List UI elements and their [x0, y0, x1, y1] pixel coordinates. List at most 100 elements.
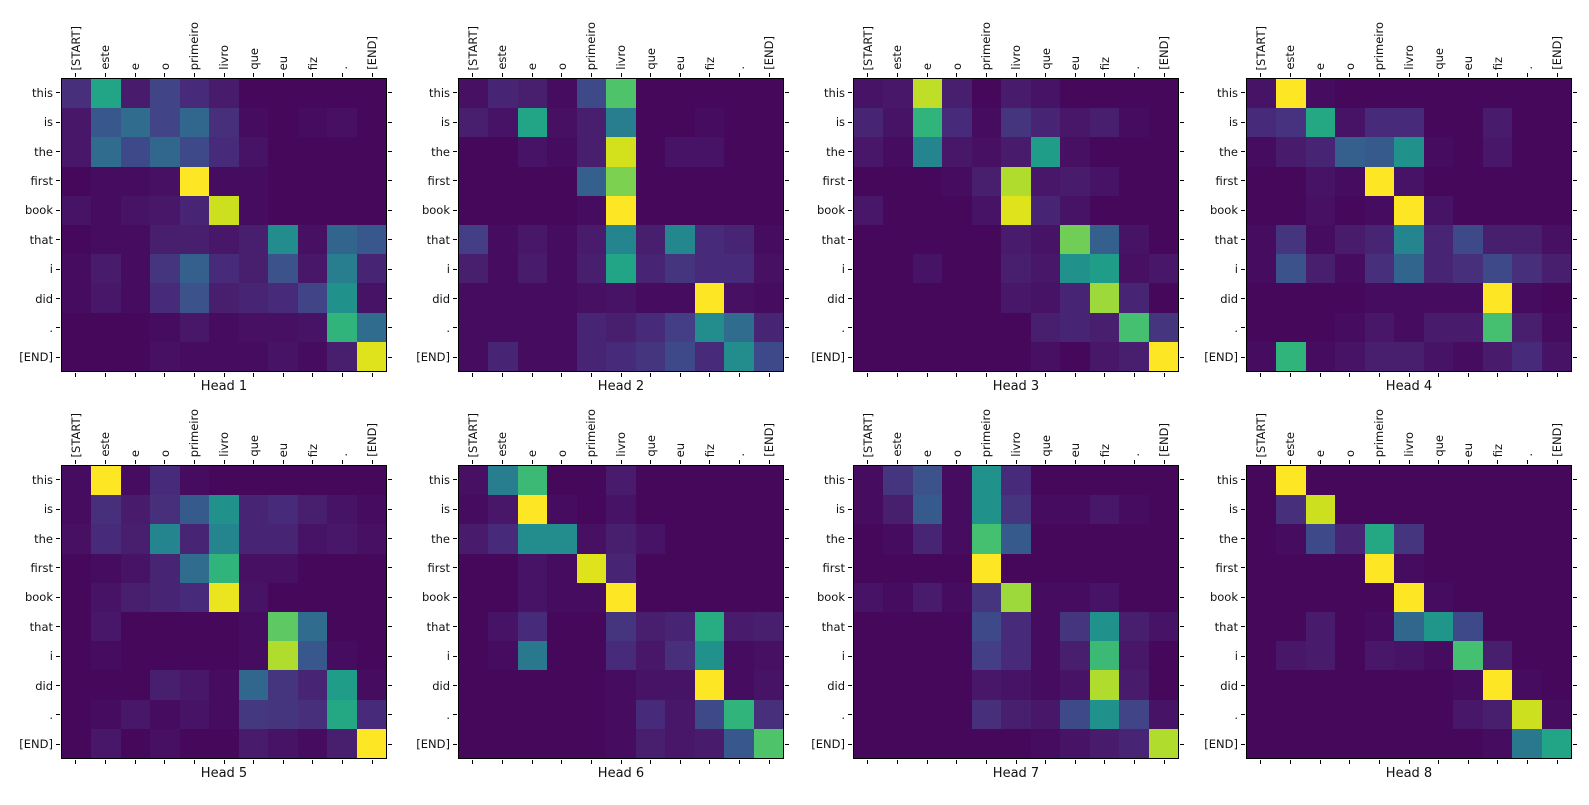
heatmap-cell — [1089, 283, 1120, 313]
heatmap-cell — [724, 225, 754, 255]
heatmap-cell — [1247, 225, 1277, 255]
heatmap-cell — [327, 699, 357, 729]
heatmap-cell — [238, 612, 269, 642]
y-tick-label: book — [816, 590, 845, 605]
y-tick-mark — [56, 567, 60, 569]
heatmap-cell — [91, 225, 121, 255]
head-2-heatmap — [458, 78, 784, 372]
heatmap-cell — [179, 670, 210, 700]
x-tick-label: [END] — [1157, 36, 1172, 70]
x-tick-label: primeiro — [584, 408, 599, 457]
x-tick-label: [START] — [68, 412, 83, 457]
y-tick-label: i — [446, 649, 450, 664]
heatmap-cell — [1335, 312, 1365, 342]
y-tick-label: the — [34, 144, 53, 159]
subplot-head-4: Head 4 [START] este e o primeiro livro que eu fi… — [1204, 22, 1577, 394]
heatmap-cell — [1089, 466, 1120, 496]
heatmap-cell — [297, 582, 328, 612]
x-tick-mark — [342, 373, 344, 377]
heatmap-cell — [1001, 641, 1031, 671]
x-tick-label: este — [98, 432, 113, 457]
heatmap-cell — [238, 341, 269, 371]
x-tick-mark — [1467, 73, 1469, 77]
x-tick-mark — [1045, 373, 1047, 377]
y-tick-mark — [1241, 655, 1245, 657]
x-tick-mark — [371, 373, 373, 377]
y-tick-mark — [453, 538, 457, 539]
heatmap-cell — [547, 79, 577, 109]
x-tick-mark — [739, 73, 741, 77]
x-tick-mark — [223, 760, 225, 764]
y-tick-mark — [56, 596, 60, 598]
x-tick-label: e — [1313, 449, 1328, 457]
x-tick-label: este — [890, 432, 905, 457]
heatmap-cell — [517, 466, 548, 496]
heatmap-cell — [1482, 495, 1513, 525]
heatmap-cell — [150, 553, 180, 583]
x-tick-mark — [223, 73, 225, 77]
heatmap-cell — [547, 670, 577, 700]
heatmap-cell — [753, 670, 783, 700]
heatmap-cell — [753, 225, 783, 255]
heatmap-cell — [120, 195, 151, 225]
x-tick-mark — [620, 760, 622, 764]
x-tick-mark — [768, 373, 770, 377]
heatmap-cell — [1512, 641, 1542, 671]
heatmap-cell — [1089, 553, 1120, 583]
heatmap-cell — [1335, 524, 1365, 554]
x-tick-label: livro — [1402, 45, 1416, 70]
heatmap-cell — [1060, 341, 1090, 371]
y-tick-mark — [1573, 209, 1577, 211]
heatmap-cell — [1482, 582, 1513, 612]
heatmap-cell — [1305, 225, 1336, 255]
heatmap-cell — [120, 254, 151, 284]
heatmap-cell — [268, 699, 298, 729]
heatmap-cell — [1394, 612, 1424, 642]
x-tick-mark — [1045, 460, 1047, 464]
heatmap-cell — [1148, 728, 1178, 758]
y-tick-mark — [388, 508, 392, 510]
heatmap-cell — [327, 283, 357, 313]
heatmap-cell — [1512, 670, 1542, 700]
x-tick-mark — [75, 760, 77, 764]
subplot-title: Head 6 — [597, 766, 645, 781]
x-tick-mark — [1467, 460, 1469, 464]
y-tick-mark — [453, 596, 457, 598]
heatmap-cell — [694, 254, 725, 284]
x-tick-label: eu — [1068, 55, 1083, 70]
heatmap-cell — [1247, 495, 1277, 525]
y-tick-mark — [1241, 743, 1245, 745]
y-tick-mark — [1180, 743, 1184, 745]
heatmap-cell — [971, 283, 1002, 313]
y-tick-mark — [56, 180, 60, 182]
subplot-title: Head 4 — [1385, 379, 1433, 394]
x-tick-mark — [739, 373, 741, 377]
heatmap-cell — [1001, 524, 1031, 554]
heatmap-cell — [971, 670, 1002, 700]
y-tick-label: first — [822, 173, 845, 188]
heatmap-cell — [488, 495, 518, 525]
y-tick-mark — [785, 298, 789, 299]
heatmap-cell — [1119, 612, 1149, 642]
y-tick-mark — [785, 356, 789, 358]
heatmap-cell — [1453, 195, 1483, 225]
x-tick-label: livro — [614, 432, 628, 457]
x-tick-mark — [164, 73, 166, 77]
heatmap-cell — [1001, 108, 1031, 138]
heatmap-cell — [883, 641, 913, 671]
x-tick-mark — [104, 760, 106, 764]
x-tick-mark — [768, 73, 770, 77]
heatmap-cell — [1541, 466, 1571, 496]
heatmap-cell — [91, 641, 121, 671]
y-tick-mark — [785, 327, 789, 329]
heatmap-cell — [1001, 254, 1031, 284]
x-tick-mark — [1556, 73, 1558, 77]
y-tick-mark — [1573, 268, 1577, 270]
heatmap-cell — [635, 553, 666, 583]
heatmap-cell — [854, 612, 884, 642]
heatmap-cell — [1060, 166, 1090, 196]
heatmap-cell — [150, 195, 180, 225]
heatmap-cell — [91, 79, 121, 109]
heatmap-cell — [912, 137, 943, 167]
heatmap-cell — [854, 283, 884, 313]
